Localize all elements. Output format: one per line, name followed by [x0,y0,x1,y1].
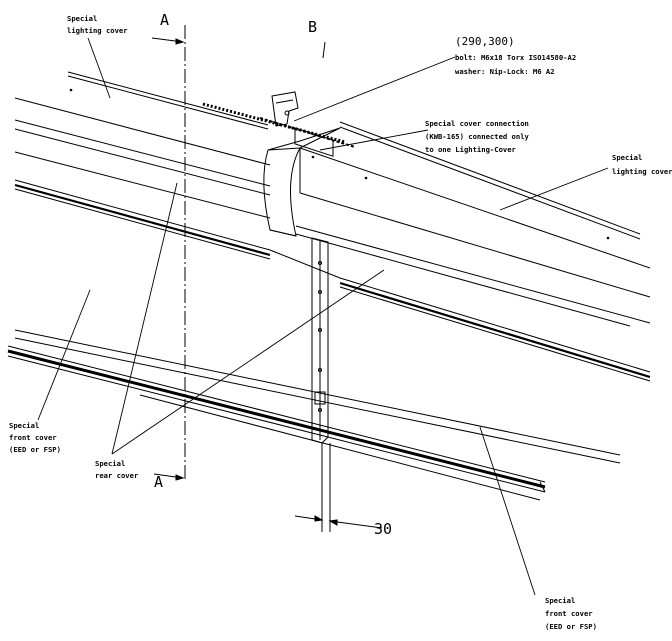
coordinate-label: (290,300) [455,35,515,48]
rear-cover-line-2: rear cover [95,471,139,480]
front-cover-left-line-3: (EED or FSP) [9,445,61,454]
cover-connection-line-2: (KWB-165) connected only [425,132,530,141]
front-cover-right-line-3: (EED or FSP) [545,622,597,631]
section-line-a [152,25,185,482]
dimension-30 [295,516,382,528]
lower-front-cover [8,330,620,500]
section-mark-b-text: B [308,18,317,36]
front-cover-right-line-2: front cover [545,609,593,618]
front-cover-left-line-1: Special [9,421,39,430]
dimension-30-label: 30 [374,520,392,538]
section-mark-a-top: A [160,11,169,29]
cover-connection-line-3: to one Lighting-Cover [425,145,517,154]
upper-profile [15,72,650,326]
middle-rail [15,180,650,381]
bolt-spec-line-1: bolt: M6x18 Torx ISO14580-A2 [455,53,576,62]
section-mark-a-bottom: A [154,473,163,491]
cover-connection-line-1: Special cover connection [425,119,529,128]
lighting-cover-left-line-2: lighting cover [67,26,128,35]
vertical-hanger [312,238,330,532]
lighting-cover-right-line-1: Special [612,153,642,162]
lighting-cover-right-line-2: lighting cover [612,167,672,176]
front-cover-left-line-2: front cover [9,433,57,442]
section-mark-b [323,42,325,58]
bolt-bracket [203,92,355,147]
bolt-spec-line-2: washer: Nip-Lock: M6 A2 [455,67,555,76]
section-mark-b-label: B [308,18,317,36]
marker-dots [69,88,610,240]
rear-cover-line-1: Special [95,459,125,468]
cover-connection [264,128,340,236]
section-mark-a-top-label: A [160,11,169,29]
front-cover-right-line-1: Special [545,596,575,605]
section-mark-a-bottom-label: A [154,473,163,491]
lighting-cover-left-line-1: Special [67,14,97,23]
leader-lines [38,38,608,595]
